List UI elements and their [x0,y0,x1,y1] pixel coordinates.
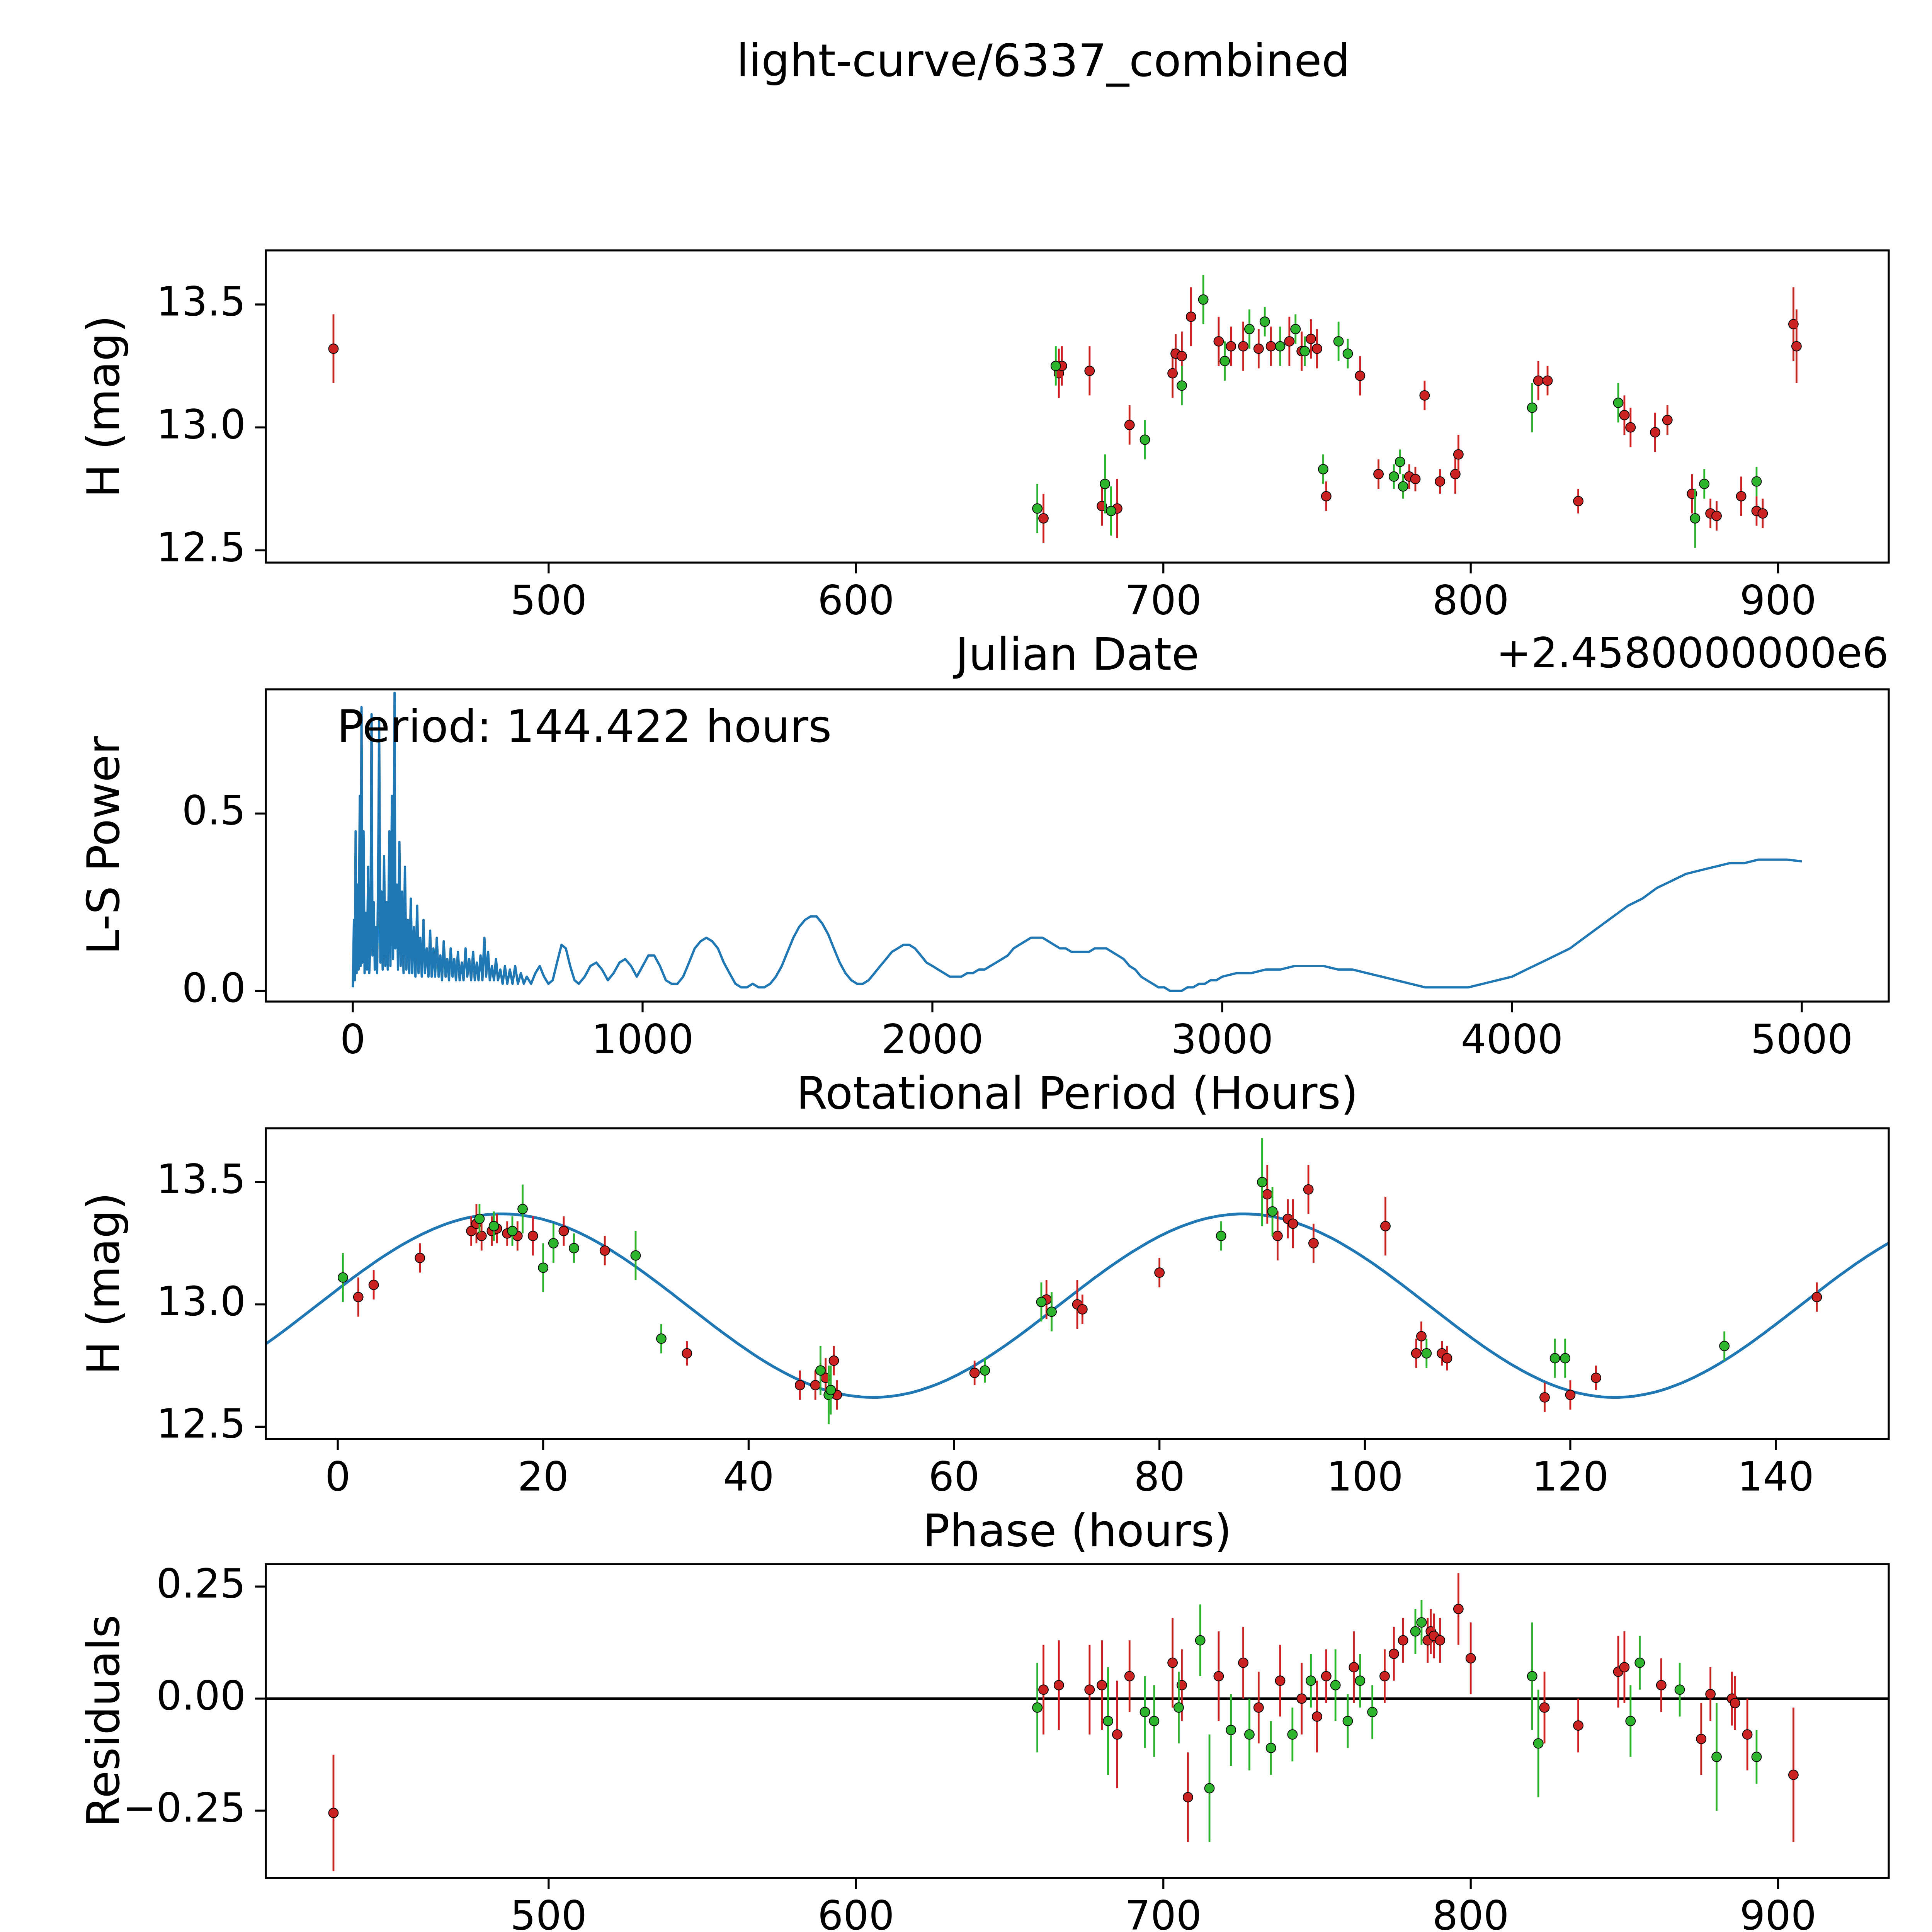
panel-lightcurve-jd: 500 600 700 800 900 12.5 13.0 13.5 Julian Date +2… [78,249,1890,681]
x-axis-label-periodogram: Rotational Period (Hours) [796,1068,1358,1120]
y-tick-label: 13.5 [156,1156,246,1203]
x-axis-label-lightcurve-jd: Julian Date [953,629,1199,681]
y-tick-label: 0.00 [156,1672,246,1719]
x-axis-offset-label: +2.4580000000e6 [1496,629,1889,677]
x-axis-label-phase-curve: Phase (hours) [923,1505,1232,1557]
y-axis-label-phase-curve: H (mag) [78,1192,130,1375]
scatter-series-red-dataset [328,287,1802,543]
x-tick-label: 4000 [1461,1016,1563,1063]
x-tick-label: 140 [1737,1453,1814,1500]
plot-area-periodogram [352,692,1802,992]
periodogram-power-line [352,692,1802,992]
plot-area-residuals [266,1573,1889,1871]
x-tick-label: 100 [1327,1453,1403,1500]
x-tick-label: 20 [518,1453,569,1500]
y-tick-label: 0.0 [182,964,246,1012]
scatter-series-green-dataset [1032,275,1762,548]
scatter-series-green-dataset [337,1138,1730,1425]
y-tick-label: −0.25 [122,1784,246,1831]
x-tick-label: 500 [510,1892,587,1932]
plot-area-phase-curve [266,1138,1889,1425]
x-tick-label: 5000 [1751,1016,1853,1063]
scatter-series-red-dataset [353,1165,1822,1412]
y-tick-label: 12.5 [156,1400,246,1447]
y-tick-label: 13.0 [156,1278,246,1325]
x-tick-label: 700 [1125,577,1202,624]
x-tick-label: 0 [340,1016,366,1063]
panel-periodogram: 0 1000 2000 3000 4000 5000 0.0 0.5 Rotational Pe… [78,688,1890,1120]
x-tick-label: 800 [1432,577,1509,624]
x-tick-label: 0 [325,1453,350,1500]
y-tick-label: 13.0 [156,401,246,448]
y-axis-label-lightcurve-jd: H (mag) [78,315,130,498]
x-tick-label: 600 [818,1892,895,1932]
axes-frame-lightcurve-jd [265,249,1890,564]
axes-frame-residuals [265,1563,1890,1879]
period-annotation: Period: 144.422 hours [337,701,832,753]
y-tick-label: 12.5 [156,524,246,571]
plot-area-lightcurve-jd [328,275,1802,548]
x-tick-label: 1000 [592,1016,694,1063]
y-tick-label: 0.5 [182,787,246,834]
x-tick-label: 900 [1740,577,1816,624]
x-tick-label: 2000 [881,1016,984,1063]
y-axis-label-residuals: Residuals [78,1615,130,1827]
x-tick-label: 500 [510,577,587,624]
x-tick-label: 60 [929,1453,980,1500]
x-tick-label: 900 [1740,1892,1816,1932]
x-tick-label: 800 [1432,1892,1509,1932]
axes-frame-periodogram [265,688,1890,1003]
x-tick-label: 120 [1532,1453,1609,1500]
panel-phase-curve: 0 20 40 60 80 100 120 140 12.5 13.0 13.5 Phase (hou… [78,1127,1890,1557]
x-tick-label: 40 [723,1453,774,1500]
x-tick-label: 600 [818,577,895,624]
figure-title: light-curve/6337_combined [736,35,1350,87]
scatter-series-green-dataset [1032,1600,1762,1842]
y-tick-label: 13.5 [156,278,246,325]
scatter-series-red-dataset [328,1573,1799,1871]
y-tick-label: 0.25 [156,1560,246,1607]
y-axis-label-periodogram: L-S Power [78,736,130,955]
axes-frame-phase-curve [265,1127,1890,1440]
x-tick-label: 3000 [1171,1016,1274,1063]
x-tick-label: 700 [1125,1892,1202,1932]
x-tick-label: 80 [1134,1453,1185,1500]
